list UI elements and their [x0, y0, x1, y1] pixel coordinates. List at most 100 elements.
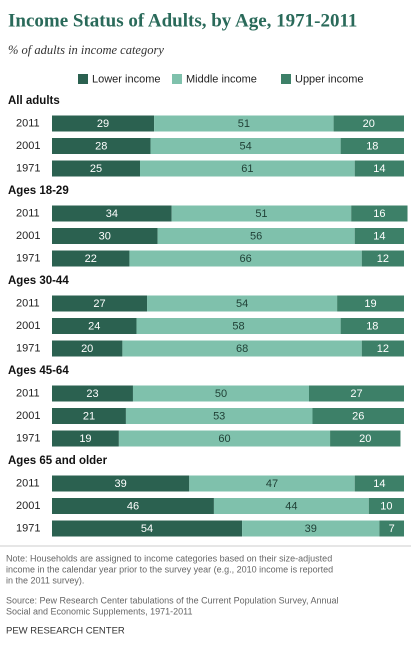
bar-segment [351, 205, 408, 222]
row-label: 1971 [16, 252, 40, 264]
footer: PEW RESEARCH CENTER [6, 626, 125, 637]
value-label: 39 [305, 523, 317, 535]
bar-segment [52, 295, 148, 312]
bar-segment [52, 318, 137, 334]
value-label: 60 [218, 433, 230, 445]
bar-segment [189, 475, 355, 492]
bar-segment [118, 430, 331, 447]
bar-segment [52, 498, 214, 514]
bar-segment [171, 205, 352, 222]
value-label: 16 [373, 208, 385, 220]
bar-segment [308, 385, 404, 402]
row-label: 2001 [16, 320, 40, 332]
bar-segment [52, 408, 126, 424]
bar-segment [361, 340, 404, 357]
value-label: 51 [255, 208, 267, 220]
row-label: 2011 [16, 387, 40, 399]
value-label: 34 [106, 208, 118, 220]
row-label: 1971 [16, 432, 40, 444]
legend-swatch [172, 74, 182, 84]
value-label: 66 [239, 253, 251, 265]
value-label: 51 [238, 118, 250, 130]
legend-label: Upper income [295, 73, 363, 85]
value-label: 28 [95, 140, 107, 152]
bar-segment [368, 498, 404, 514]
row-label: 2011 [16, 117, 40, 129]
value-label: 50 [215, 388, 227, 400]
row-label: 2001 [16, 410, 40, 422]
value-label: 12 [377, 343, 389, 355]
value-label: 54 [239, 140, 251, 152]
group-label: Ages 65 and older [8, 455, 108, 467]
value-label: 21 [83, 410, 95, 422]
value-label: 20 [359, 433, 371, 445]
value-label: 27 [350, 388, 362, 400]
bar-segment [312, 408, 404, 424]
value-label: 14 [373, 478, 385, 490]
bar-segment [354, 228, 404, 244]
bar-segment [379, 520, 404, 537]
bar-segment [52, 138, 151, 154]
bar-segment [354, 160, 404, 177]
group-label: Ages 45-64 [8, 365, 69, 377]
bar-segment [125, 408, 313, 424]
note: income in the calendar year prior to the… [6, 564, 333, 574]
row-label: 2011 [16, 477, 40, 489]
legend-label: Lower income [92, 73, 160, 85]
group-label: Ages 18-29 [8, 185, 69, 197]
value-label: 10 [380, 500, 392, 512]
bar-segment [52, 475, 190, 492]
value-label: 29 [97, 118, 109, 130]
bar-segment [52, 520, 243, 537]
bar-segment [330, 430, 401, 447]
chart-subtitle: % of adults in income category [8, 43, 164, 57]
group-label: Ages 30-44 [8, 275, 69, 287]
value-label: 47 [266, 478, 278, 490]
bar-segment [333, 115, 404, 132]
bar-segment [52, 160, 140, 177]
bar-segment [52, 385, 133, 402]
value-label: 24 [88, 320, 100, 332]
row-label: 2011 [16, 297, 40, 309]
bar-segment [242, 520, 380, 537]
bar-segment [52, 430, 119, 447]
bar-segment [129, 250, 362, 267]
value-label: 44 [285, 500, 297, 512]
value-label: 68 [236, 343, 248, 355]
chart-title: Income Status of Adults, by Age, 1971-20… [8, 10, 357, 31]
legend-label: Middle income [186, 73, 257, 85]
legend-swatch [78, 74, 88, 84]
bar-segment [150, 138, 341, 154]
value-label: 20 [363, 118, 375, 130]
bar-segment [340, 318, 404, 334]
bar-segment [136, 318, 341, 334]
value-label: 18 [366, 320, 378, 332]
value-label: 58 [232, 320, 244, 332]
value-label: 27 [93, 298, 105, 310]
legend-swatch [281, 74, 291, 84]
row-label: 2001 [16, 500, 40, 512]
bar-segment [340, 138, 404, 154]
row-label: 1971 [16, 342, 40, 354]
bar-segment [354, 475, 404, 492]
bar-segment [157, 228, 355, 244]
bar-segment [213, 498, 369, 514]
value-label: 18 [366, 140, 378, 152]
value-label: 46 [127, 500, 139, 512]
bar-segment [140, 160, 355, 177]
value-label: 30 [99, 230, 111, 242]
value-label: 61 [241, 163, 253, 175]
value-label: 19 [79, 433, 91, 445]
group-label: All adults [8, 95, 60, 107]
source: Social and Economic Supplements, 1971-20… [6, 606, 192, 616]
row-label: 2011 [16, 207, 40, 219]
bar-segment [122, 340, 362, 357]
row-label: 2001 [16, 140, 40, 152]
value-label: 19 [364, 298, 376, 310]
source: Source: Pew Research Center tabulations … [6, 595, 339, 605]
bar-segment [132, 385, 309, 402]
bar-segment [52, 205, 172, 222]
bar-segment [337, 295, 404, 312]
row-label: 2001 [16, 230, 40, 242]
